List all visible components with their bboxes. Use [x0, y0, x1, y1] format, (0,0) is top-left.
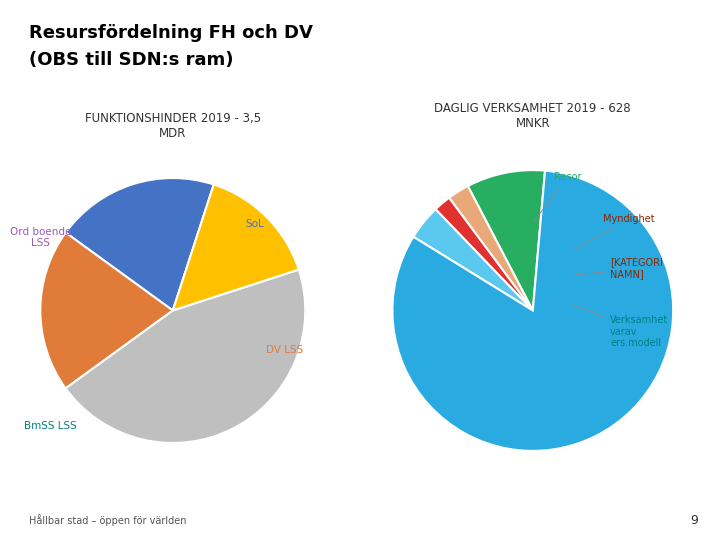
Title: DAGLIG VERKSAMHET 2019 - 628
MNKR: DAGLIG VERKSAMHET 2019 - 628 MNKR [434, 102, 631, 130]
Wedge shape [40, 233, 173, 388]
Text: 9: 9 [690, 514, 698, 526]
Text: Ord boende
LSS: Ord boende LSS [9, 227, 71, 248]
Text: BmSS LSS: BmSS LSS [24, 421, 76, 431]
Wedge shape [392, 171, 673, 451]
Wedge shape [66, 269, 305, 443]
Wedge shape [66, 178, 214, 310]
Wedge shape [468, 170, 545, 310]
Text: [KATEGORI
NAMN]: [KATEGORI NAMN] [574, 258, 663, 279]
Title: FUNKTIONSHINDER 2019 - 3,5
MDR: FUNKTIONSHINDER 2019 - 3,5 MDR [85, 112, 261, 139]
Text: Resursfördelning FH och DV: Resursfördelning FH och DV [29, 24, 312, 42]
Text: Hållbar stad – öppen för världen: Hållbar stad – öppen för världen [29, 515, 186, 526]
Wedge shape [436, 198, 533, 310]
Text: Resor: Resor [534, 172, 581, 220]
Text: Myndighet: Myndighet [574, 214, 654, 249]
Text: DV LSS: DV LSS [266, 345, 303, 355]
Wedge shape [413, 209, 533, 310]
Text: Verksamhet
varav
ers.modell: Verksamhet varav ers.modell [574, 305, 668, 348]
Text: (OBS till SDN:s ram): (OBS till SDN:s ram) [29, 51, 233, 69]
Wedge shape [173, 185, 299, 310]
Text: SoL: SoL [246, 219, 264, 230]
Wedge shape [449, 186, 533, 310]
